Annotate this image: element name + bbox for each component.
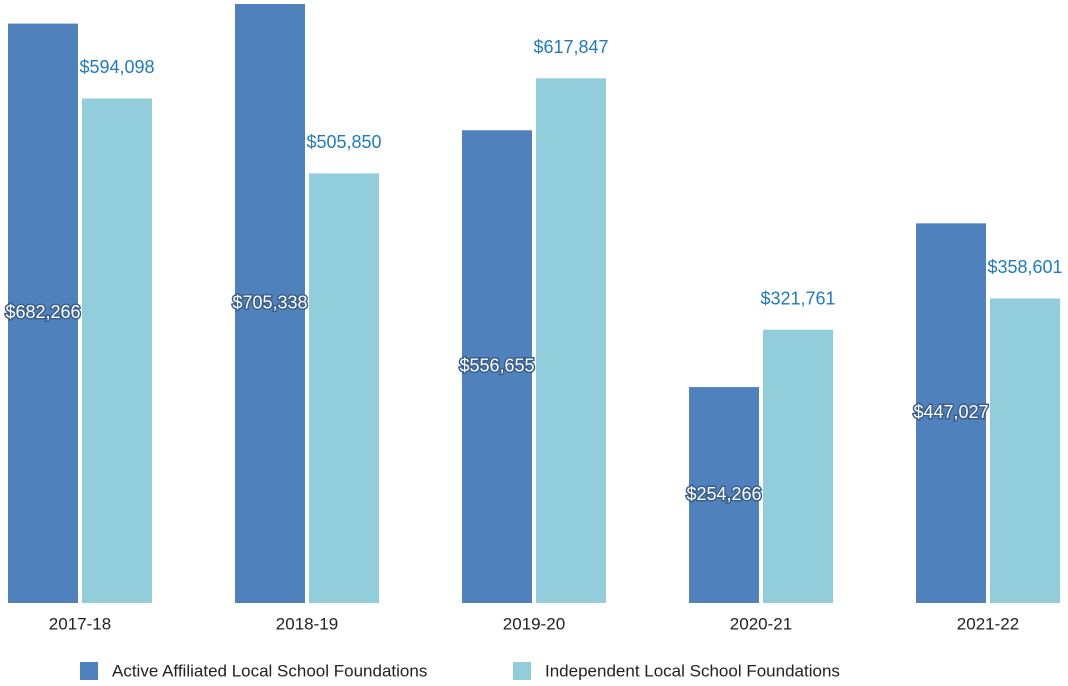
data-label: $682,266 (5, 302, 80, 322)
legend-swatch (513, 662, 531, 680)
legend-label: Independent Local School Foundations (545, 661, 840, 680)
x-tick-label: 2017-18 (49, 614, 111, 633)
x-tick-label: 2019-20 (503, 614, 565, 633)
data-label: $358,601 (987, 257, 1062, 277)
bar (235, 4, 305, 603)
legend-label: Active Affiliated Local School Foundatio… (112, 661, 427, 680)
bar (82, 98, 152, 603)
bar (462, 130, 532, 604)
x-tick-label: 2020-21 (730, 614, 792, 633)
data-label: $321,761 (760, 288, 835, 308)
bar (689, 387, 759, 603)
data-label: $594,098 (79, 57, 154, 77)
bar (990, 298, 1060, 603)
x-tick-label: 2018-19 (276, 614, 338, 633)
bar (763, 329, 833, 603)
bar (536, 78, 606, 603)
bar (8, 23, 78, 603)
x-tick-label: 2021-22 (957, 614, 1019, 633)
bar (916, 223, 986, 603)
legend-swatch (80, 662, 98, 680)
data-label: $447,027 (913, 402, 988, 422)
data-label: $505,850 (306, 132, 381, 152)
bar (309, 173, 379, 603)
data-label: $617,847 (533, 37, 608, 57)
data-label: $254,266 (686, 484, 761, 504)
data-label: $556,655 (459, 355, 534, 375)
data-label: $705,338 (232, 292, 307, 312)
